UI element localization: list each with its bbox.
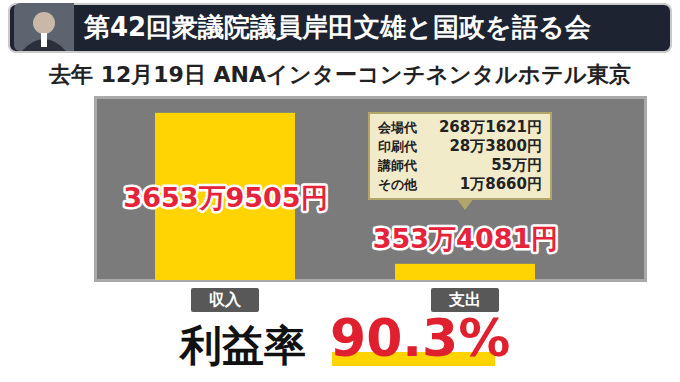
html-text:講師代: 講師代 [378,158,417,173]
html-text:268万1621円: 268万1621円 [438,118,542,136]
html-text:収入: 収入 [209,290,241,309]
html-text:利益率: 利益率 [180,321,306,370]
html-text:1万8660円: 1万8660円 [459,175,542,193]
svg-text:3653万9505円: 3653万9505円 [123,182,327,213]
html-text:印刷代: 印刷代 [378,139,417,154]
html-text:55万円: 55万円 [491,156,542,174]
html-text:去年 12月19日 ANAインターコンチネンタルホテル東京: 去年 12月19日 ANAインターコンチネンタルホテル東京 [49,62,631,87]
html-text:28万3800円: 28万3800円 [449,137,542,155]
svg-text:353万4081円: 353万4081円 [373,223,559,254]
html-text:90.3%: 90.3% [330,308,511,368]
html-text:その他: その他 [378,177,417,192]
html-text:支出: 支出 [449,290,481,309]
html-text:第42回衆議院議員岸田文雄と国政を語る会: 第42回衆議院議員岸田文雄と国政を語る会 [84,12,592,42]
html-text:会場代: 会場代 [378,120,417,135]
